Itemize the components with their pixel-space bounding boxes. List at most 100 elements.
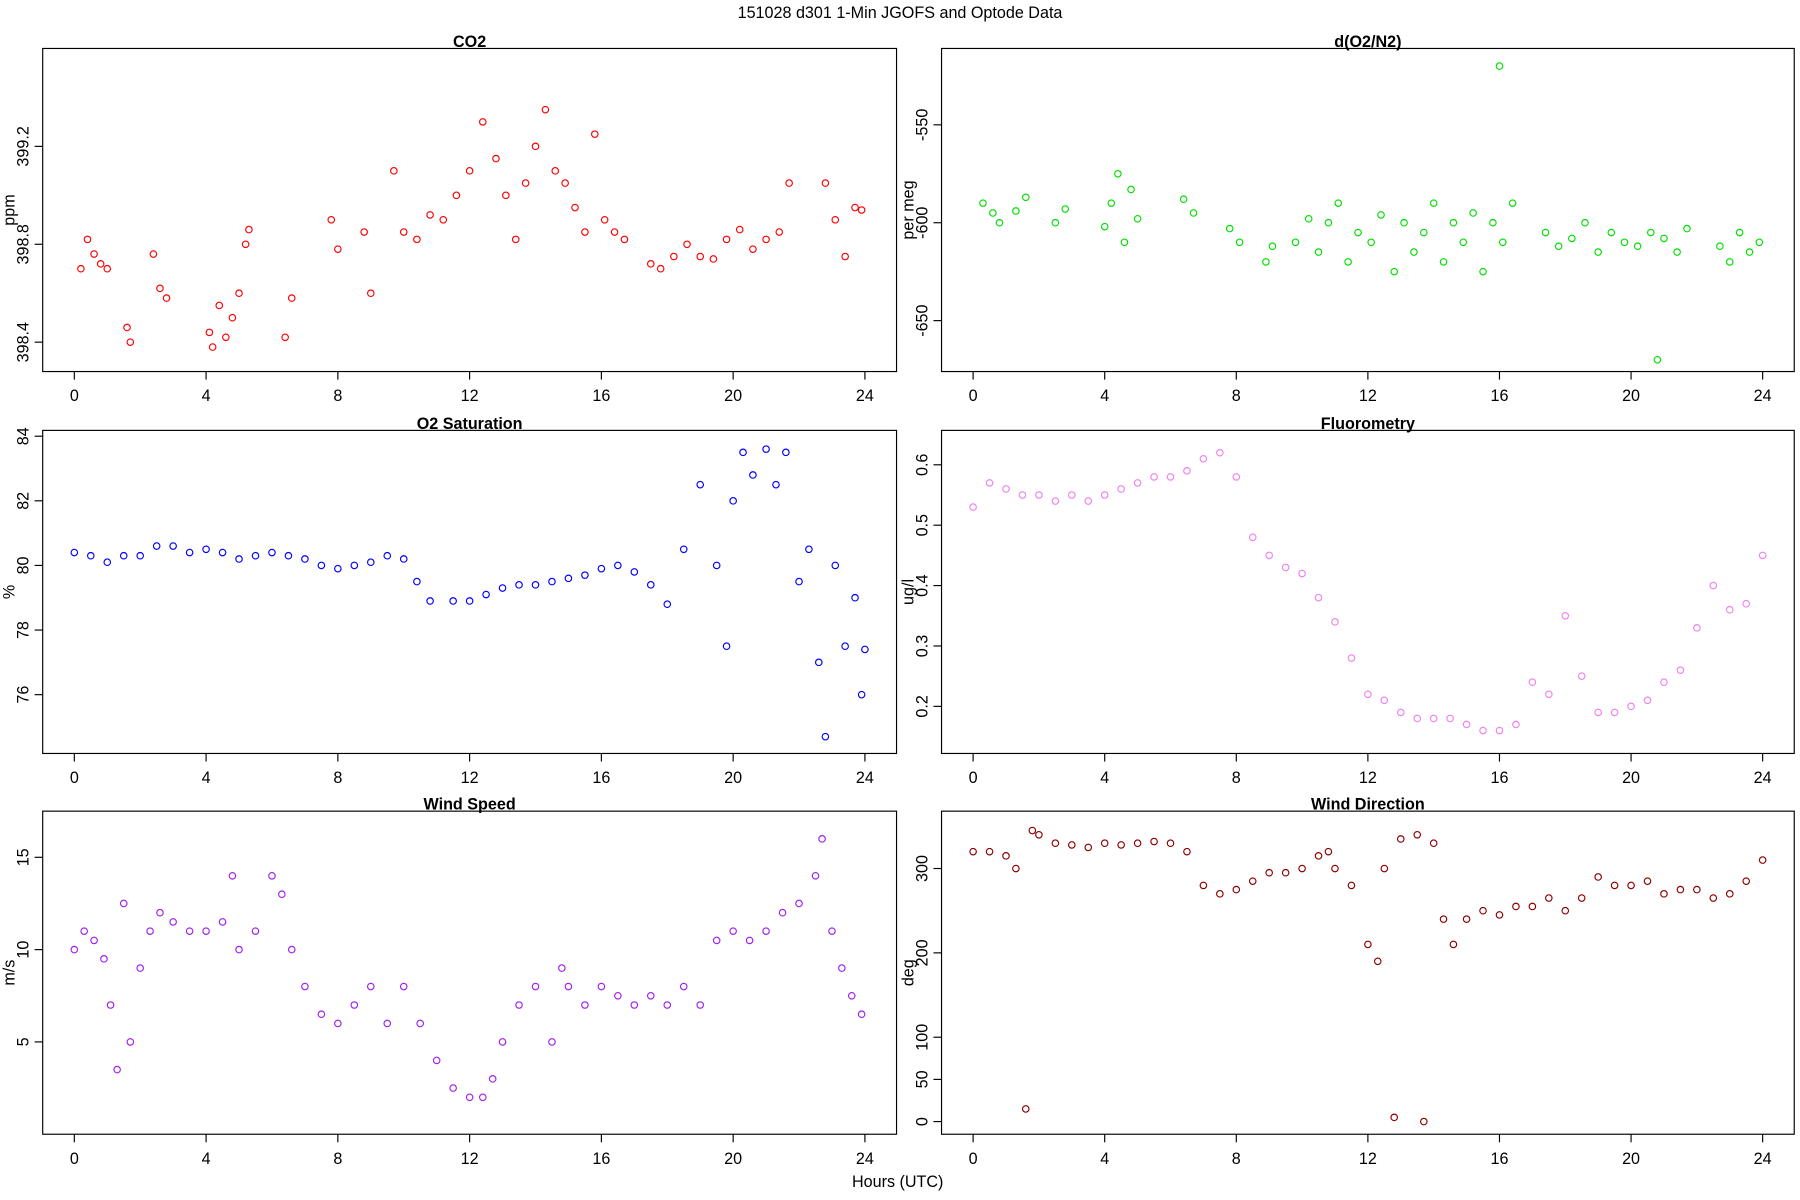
y-tick-label: 398.4 [14,322,32,362]
data-point [502,191,510,200]
x-tick-label: 0 [70,1150,79,1168]
data-point [861,645,869,654]
data-point [1420,1117,1428,1126]
data-point [1633,242,1642,251]
data-point [1390,267,1399,276]
data-point [722,235,731,244]
data-point [205,328,214,337]
data-point [169,918,177,926]
data-point [492,154,500,163]
data-point [571,203,579,212]
data-point [630,1001,639,1009]
data-point [366,558,375,567]
data-point [1189,209,1198,217]
x-tick-label: 4 [202,387,211,405]
x-tick-label: 16 [1490,769,1508,787]
data-point [399,228,408,236]
x-tick-label: 8 [1232,769,1241,787]
data-point [1413,830,1422,839]
data-point [1512,720,1520,729]
data-point [646,260,655,268]
y-tick-label: 15 [14,848,32,866]
y-tick-label: 76 [14,686,32,704]
data-point [77,264,85,273]
data-point [106,1001,115,1009]
data-point [1716,242,1724,251]
data-point [1594,708,1602,717]
data-point [782,448,790,457]
data-point [1479,906,1487,915]
x-tick-label: 20 [724,1150,742,1168]
y-tick-label: 50 [913,1070,931,1088]
data-point [1420,228,1428,237]
data-point [413,577,421,586]
data-point [841,642,849,651]
y-tick-label: 10 [14,941,32,959]
y-axis-label: ug/l [899,579,917,605]
data-point [831,215,840,224]
x-tick-label: 8 [333,1150,342,1168]
data-point [1755,238,1764,247]
data-point [383,551,392,560]
data-point [1298,864,1306,873]
data-point [1594,248,1602,256]
data-point [334,245,342,253]
data-point [478,1093,487,1102]
data-point [287,945,296,954]
plot-frame [42,810,898,1135]
data-point [857,1010,866,1019]
data-point [1581,218,1589,227]
data-point [1133,215,1142,223]
data-point [521,179,530,187]
data-point [1594,873,1602,881]
data-point [126,338,135,346]
data-point [1479,726,1487,735]
data-point [1314,248,1323,256]
data-point [1620,238,1629,247]
y-tick-label: 80 [14,556,32,574]
y-tick-label: 78 [14,621,32,639]
data-point [614,991,622,1000]
data-point [96,260,105,268]
data-point [218,918,227,926]
data-point [729,497,737,505]
data-point [449,1084,457,1092]
x-tick-label: 8 [333,387,342,405]
data-point [851,203,859,212]
data-point [1643,877,1652,885]
data-point [1183,847,1191,856]
data-point [1660,678,1668,687]
data-point [334,564,342,573]
x-tick-label: 20 [1622,387,1640,405]
data-point [821,179,830,187]
data-point [610,228,619,236]
data-point [126,1038,135,1046]
data-point [383,1019,392,1028]
data-point [712,936,721,945]
data-point [1528,678,1537,687]
y-tick-label: 0.3 [913,635,931,657]
data-point [413,235,421,244]
data-point [284,551,293,560]
data-point [1304,215,1313,223]
data-point [1314,593,1323,602]
data-point [119,899,128,908]
data-point [1627,881,1635,890]
data-point [1643,696,1652,705]
data-point [1225,224,1234,233]
data-point [390,167,398,175]
data-point [268,548,276,557]
data-point [218,548,227,557]
data-point [1051,218,1060,227]
data-point [1745,248,1754,256]
x-tick-label: 12 [1359,1150,1377,1168]
data-point [581,1001,589,1009]
data-point [426,597,434,605]
data-point [969,503,977,511]
data-point [1673,248,1681,256]
data-point [1021,193,1030,202]
data-point [478,118,487,126]
data-point [1248,533,1257,542]
data-point [564,574,573,583]
x-tick-label: 20 [724,769,742,787]
